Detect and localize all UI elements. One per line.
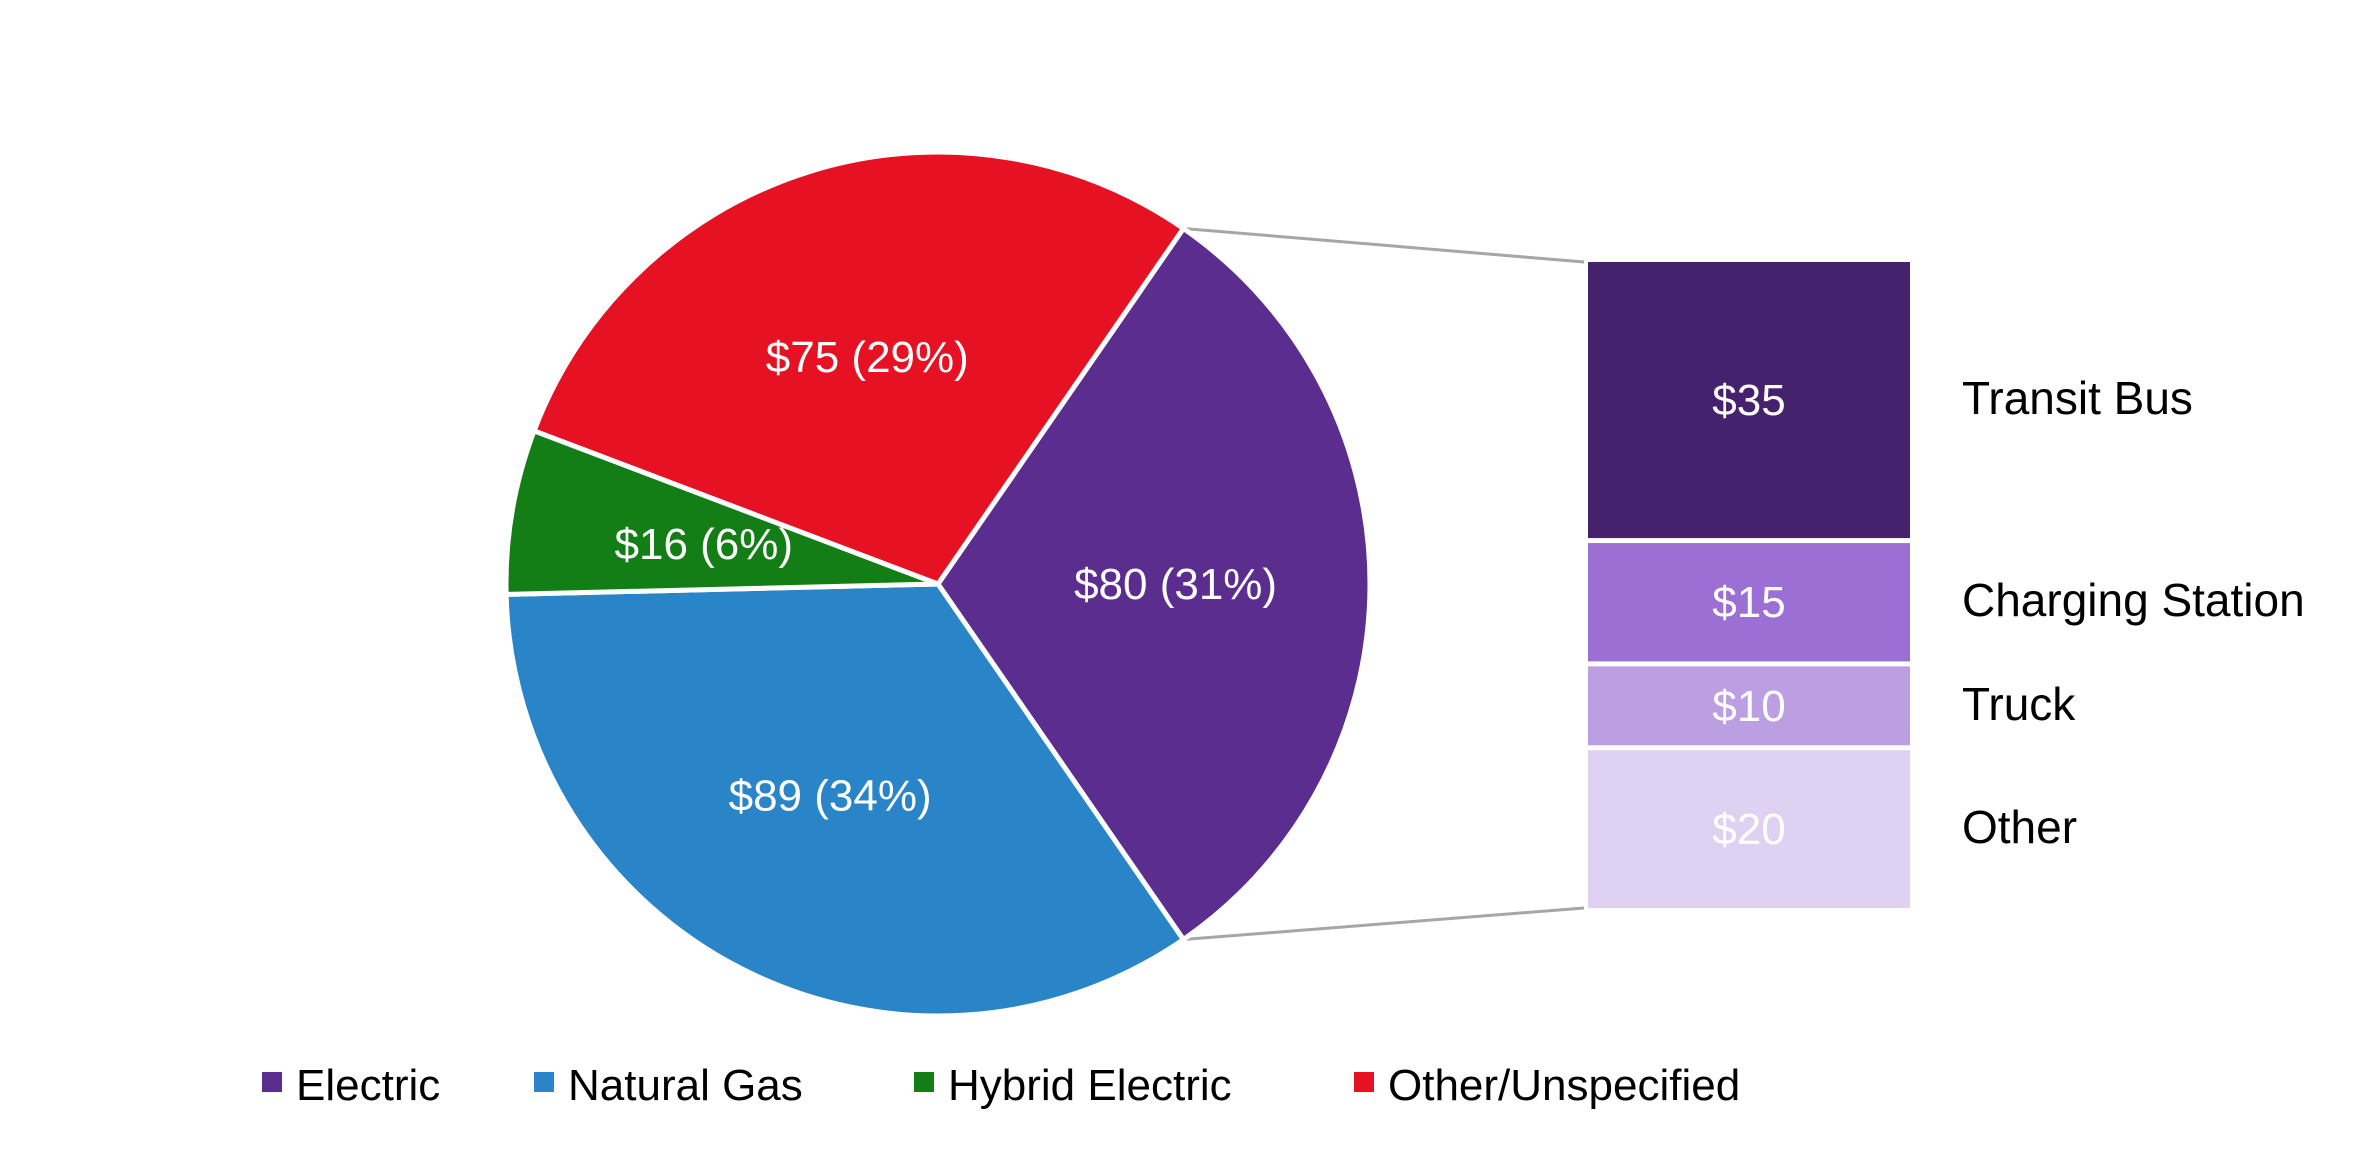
legend-swatch-hybrid-electric [914,1072,934,1092]
connector-lines [1183,226,1585,942]
pie-slice-electric [935,225,1373,943]
bar-segment-transit-bus [1588,262,1910,539]
legend-label-natural-gas: Natural Gas [568,1061,803,1110]
bar-label-charging-station: $15 [1712,578,1785,627]
legend-label-other-unspecified: Other/Unspecified [1388,1061,1740,1110]
legend: Electric Natural Gas Hybrid Electric Other/… [262,1061,1740,1110]
pie-slice-hybrid-electric [503,428,941,597]
pie-label-other-unspecified: $75 (29%) [766,333,969,382]
bar-label-truck: $10 [1712,682,1785,731]
breakdown-bar [1588,262,1910,908]
connector-line-top [1183,226,1585,264]
legend-swatch-natural-gas [534,1072,554,1092]
legend-swatch-other-unspecified [1354,1072,1374,1092]
pie-label-hybrid-electric: $16 (6%) [615,520,794,569]
legend-swatch-electric [262,1072,282,1092]
bar-segment-other [1588,750,1910,908]
breakdown-data-labels: $35 $15 $10 $20 [1712,376,1785,854]
pie-label-electric: $80 (31%) [1074,560,1277,609]
bar-segment-charging-station [1588,543,1910,662]
pie-slice-natural-gas [503,581,1186,1019]
legend-label-electric: Electric [296,1061,440,1110]
category-label-transit-bus: Transit Bus [1962,372,2193,424]
legend-label-hybrid-electric: Hybrid Electric [948,1061,1232,1110]
pie [503,149,1373,1019]
category-label-truck: Truck [1962,678,2076,730]
category-label-charging-station: Charging Station [1962,574,2305,626]
bar-segment-truck [1588,666,1910,746]
pie-data-labels: $80 (31%) $89 (34%) $16 (6%) $75 (29%) [615,333,1278,821]
bar-label-transit-bus: $35 [1712,376,1785,425]
breakdown-category-labels: Transit Bus Charging Station Truck Other [1962,372,2305,853]
pie-slice-other-unspecified [531,149,1186,587]
connector-line-bottom [1183,906,1585,942]
pie-label-natural-gas: $89 (34%) [729,772,932,821]
bar-label-other: $20 [1712,805,1785,854]
category-label-other: Other [1962,801,2077,853]
